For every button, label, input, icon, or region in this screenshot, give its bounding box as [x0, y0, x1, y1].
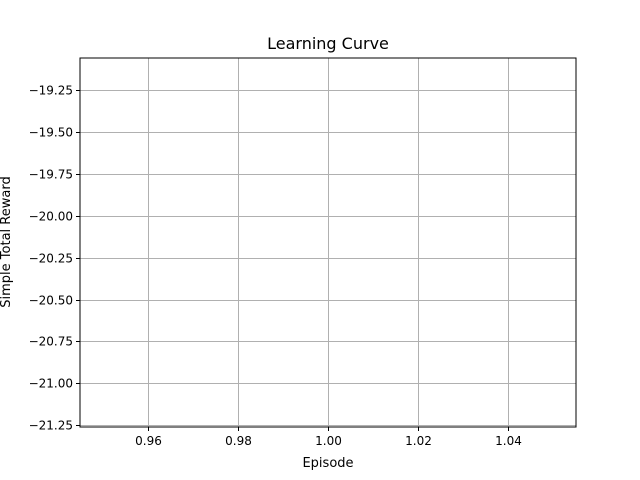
x-tick-label: 1.00	[315, 434, 342, 448]
y-tick-label: −21.25	[29, 419, 73, 433]
y-tick-label: −20.00	[29, 210, 73, 224]
y-axis: −19.25 −19.50 −19.75 −20.00 −20.25 −20.50 −20.…	[29, 84, 80, 433]
grid	[80, 58, 576, 427]
x-tick-label: 0.96	[135, 434, 162, 448]
y-tick-label: −19.50	[29, 126, 73, 140]
x-tick-label: 1.04	[495, 434, 522, 448]
y-tick-label: −19.75	[29, 168, 73, 182]
y-tick-label: −20.75	[29, 335, 73, 349]
x-axis-label: Episode	[302, 456, 353, 471]
y-axis-label: Simple Total Reward	[0, 176, 14, 307]
chart-title: Learning Curve	[267, 34, 389, 53]
x-axis: 0.96 0.98 1.00 1.02 1.04	[135, 427, 522, 448]
y-tick-label: −20.25	[29, 252, 73, 266]
y-tick-label: −20.50	[29, 294, 73, 308]
y-tick-label: −21.00	[29, 377, 73, 391]
x-tick-label: 0.98	[225, 434, 252, 448]
y-tick-label: −19.25	[29, 84, 73, 98]
x-tick-label: 1.02	[405, 434, 432, 448]
